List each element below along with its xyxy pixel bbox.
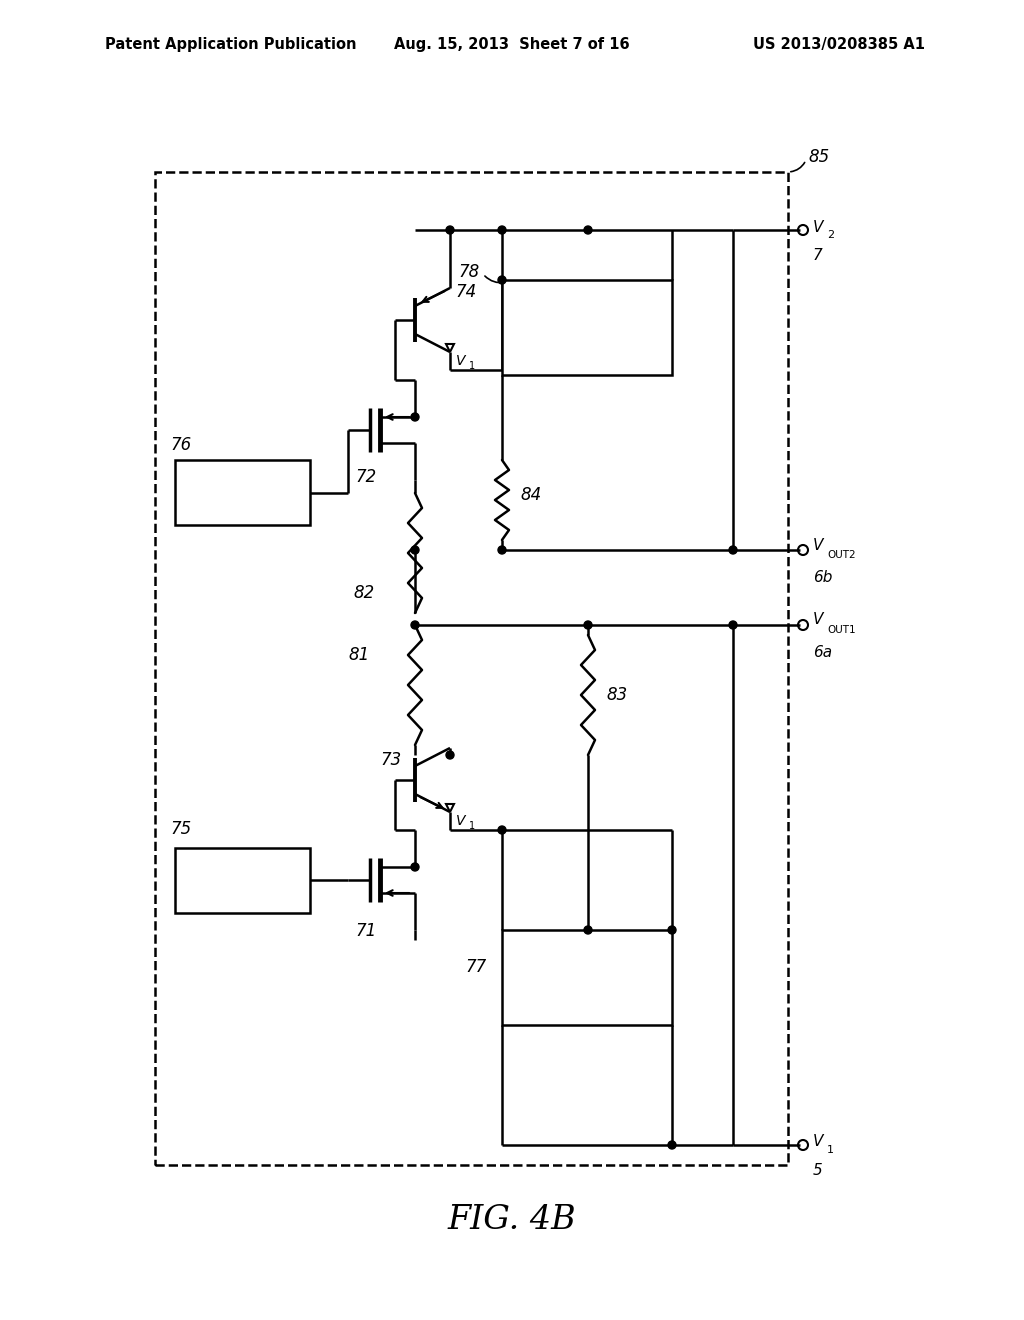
Text: V: V [456, 354, 466, 368]
Circle shape [584, 620, 592, 630]
Text: OUT2: OUT2 [827, 550, 856, 560]
Bar [155, 172, 788, 1166]
Text: V: V [813, 537, 823, 553]
Text: OUT1: OUT1 [827, 624, 856, 635]
Text: 81: 81 [349, 645, 370, 664]
Circle shape [668, 927, 676, 935]
Text: 77: 77 [466, 958, 487, 977]
Bar [502, 280, 672, 375]
Circle shape [584, 226, 592, 234]
Text: V: V [456, 814, 466, 828]
Text: FIG. 4B: FIG. 4B [447, 1204, 577, 1236]
Text: PROTECTION: PROTECTION [534, 330, 641, 348]
Text: 6b: 6b [813, 570, 833, 585]
Text: 2: 2 [827, 230, 835, 240]
Text: 84: 84 [520, 486, 542, 504]
Circle shape [729, 620, 737, 630]
Text: 1: 1 [469, 360, 475, 371]
Text: 72: 72 [355, 469, 376, 486]
Circle shape [411, 546, 419, 554]
Text: 5: 5 [813, 1163, 822, 1177]
Text: CONTROL: CONTROL [205, 484, 280, 500]
Circle shape [446, 751, 454, 759]
Circle shape [498, 226, 506, 234]
Text: V: V [813, 219, 823, 235]
Text: V: V [813, 612, 823, 627]
Text: 82: 82 [353, 583, 375, 602]
Text: CONTROL: CONTROL [205, 873, 280, 887]
Text: 78: 78 [459, 263, 480, 281]
Circle shape [411, 413, 419, 421]
Bar [175, 847, 310, 912]
Bar [502, 931, 672, 1026]
Text: 75: 75 [170, 821, 191, 838]
Text: MOS: MOS [568, 958, 606, 977]
Text: Patent Application Publication: Patent Application Publication [105, 37, 356, 51]
Text: 76: 76 [170, 436, 191, 454]
Text: 74: 74 [455, 282, 476, 301]
Circle shape [584, 927, 592, 935]
Circle shape [498, 826, 506, 834]
Text: V: V [813, 1134, 823, 1150]
Circle shape [446, 226, 454, 234]
Text: 73: 73 [380, 751, 401, 770]
Circle shape [411, 620, 419, 630]
Text: 1: 1 [827, 1144, 834, 1155]
Text: US 2013/0208385 A1: US 2013/0208385 A1 [753, 37, 925, 51]
Text: MOS: MOS [568, 309, 606, 326]
Circle shape [498, 276, 506, 284]
Polygon shape [446, 804, 454, 812]
Text: 71: 71 [355, 921, 376, 940]
Text: 1: 1 [469, 821, 475, 832]
Circle shape [668, 1140, 676, 1148]
Circle shape [498, 546, 506, 554]
Text: 6a: 6a [813, 645, 833, 660]
Text: PROTECTION: PROTECTION [534, 981, 641, 998]
Text: 7: 7 [813, 248, 822, 263]
Text: 85: 85 [808, 148, 829, 166]
Bar [175, 459, 310, 525]
Text: Aug. 15, 2013  Sheet 7 of 16: Aug. 15, 2013 Sheet 7 of 16 [394, 37, 630, 51]
Polygon shape [446, 345, 454, 352]
Text: 83: 83 [606, 686, 628, 704]
Circle shape [411, 863, 419, 871]
Circle shape [729, 546, 737, 554]
